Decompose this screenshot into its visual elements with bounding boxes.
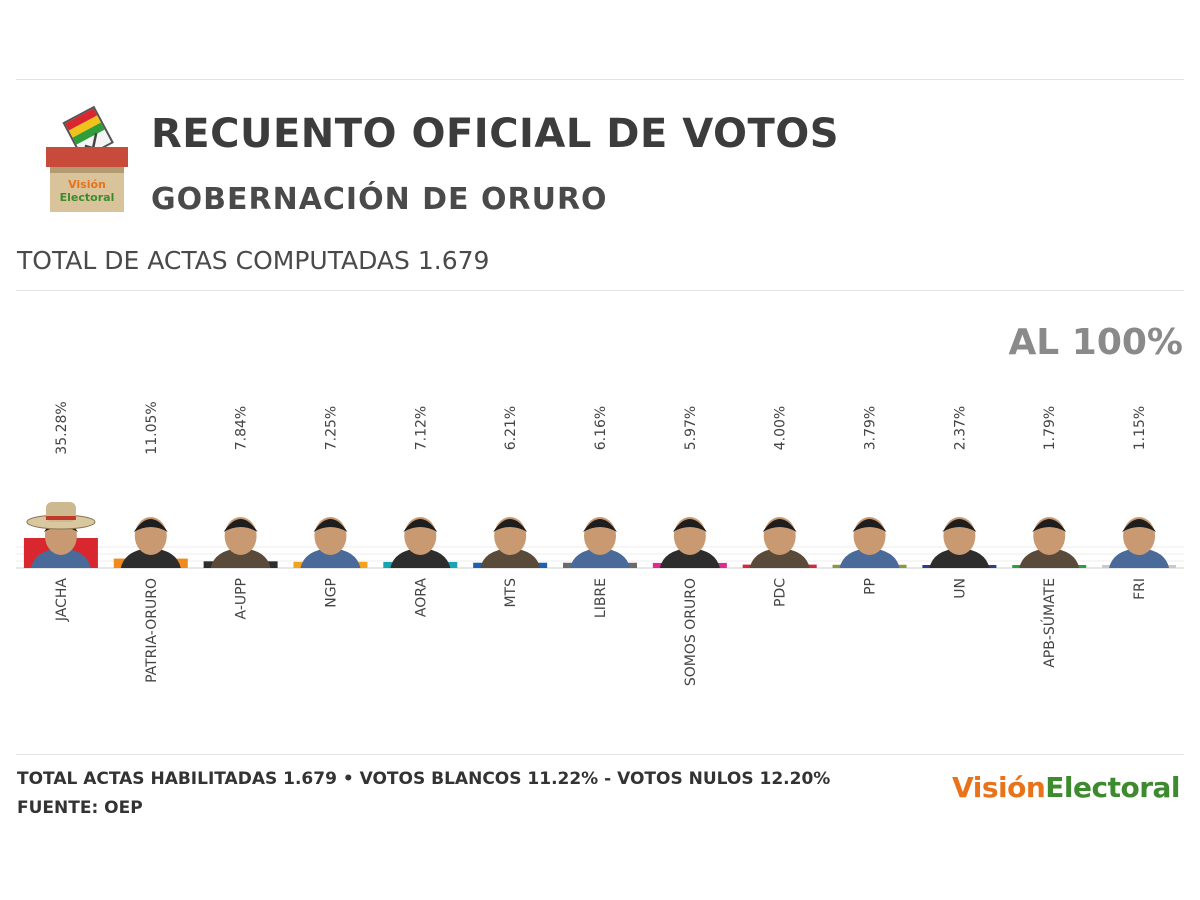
candidate-photo-icon bbox=[570, 517, 630, 568]
category-label-1: PATRIA-ORURO bbox=[144, 578, 160, 683]
value-label-12: 1.15% bbox=[1132, 406, 1148, 450]
category-label-3: NGP bbox=[323, 578, 339, 608]
category-label-8: PDC bbox=[773, 578, 789, 607]
value-label-5: 6.21% bbox=[503, 406, 519, 450]
candidate-photo-icon bbox=[120, 517, 181, 568]
category-label-4: AORA bbox=[413, 578, 429, 618]
category-label-7: SOMOS ORURO bbox=[683, 578, 699, 686]
footer-source: FUENTE: OEP bbox=[17, 798, 143, 818]
footer-totals: TOTAL ACTAS HABILITADAS 1.679 • VOTOS BL… bbox=[17, 769, 831, 789]
value-label-0: 35.28% bbox=[54, 401, 70, 454]
brand-text-1: Visión bbox=[952, 771, 1046, 804]
logo-text-2: Electoral bbox=[60, 191, 115, 204]
logo-text-1: Visión bbox=[68, 178, 106, 191]
brand-logo: VisiónElectoral bbox=[952, 771, 1180, 804]
candidate-photo-icon bbox=[390, 517, 451, 568]
category-label-6: LIBRE bbox=[593, 578, 609, 618]
value-label-11: 1.79% bbox=[1042, 406, 1058, 450]
category-label-11: APB-SÚMATE bbox=[1040, 578, 1058, 668]
page-title: RECUENTO OFICIAL DE VOTOS bbox=[151, 111, 840, 157]
actas-computadas-text: TOTAL DE ACTAS COMPUTADAS 1.679 bbox=[17, 246, 490, 275]
value-label-2: 7.84% bbox=[234, 406, 250, 450]
category-label-0: JACHA bbox=[54, 578, 70, 623]
value-label-8: 4.00% bbox=[773, 406, 789, 450]
page-subtitle: GOBERNACIÓN DE ORURO bbox=[151, 182, 608, 217]
ballot-box-logo-icon: Visión Electoral bbox=[46, 105, 128, 212]
candidate-photo-icon bbox=[480, 517, 541, 568]
header-divider bbox=[16, 290, 1184, 291]
candidate-photo-icon bbox=[1109, 517, 1170, 568]
results-bar-chart: 35.28% JACHA 11.05% PATRIA-ORURO 7.84% A-UPP 7… bbox=[16, 401, 1184, 686]
category-label-2: A-UPP bbox=[234, 578, 250, 619]
category-label-9: PP bbox=[863, 578, 879, 595]
candidate-photo-icon bbox=[839, 517, 900, 568]
value-label-10: 2.37% bbox=[952, 406, 968, 450]
value-label-4: 7.12% bbox=[413, 406, 429, 450]
candidate-photo-icon bbox=[749, 517, 810, 568]
candidate-photo-icon bbox=[659, 517, 720, 568]
candidate-photo-icon bbox=[210, 517, 271, 568]
candidate-photo-icon bbox=[26, 502, 96, 568]
candidate-photo-icon bbox=[1019, 517, 1080, 568]
top-divider bbox=[16, 79, 1184, 80]
value-label-6: 6.16% bbox=[593, 406, 609, 450]
brand-text-2: Electoral bbox=[1045, 771, 1180, 804]
progress-label: AL 100% bbox=[1008, 322, 1183, 363]
candidate-photo-icon bbox=[929, 517, 990, 568]
footer-divider bbox=[16, 754, 1184, 755]
category-label-5: MTS bbox=[503, 578, 519, 608]
candidate-photo-icon bbox=[300, 517, 361, 568]
ballot-card-icon bbox=[62, 105, 114, 160]
category-label-12: FRI bbox=[1132, 578, 1148, 600]
category-label-10: UN bbox=[952, 578, 968, 599]
value-label-3: 7.25% bbox=[323, 406, 339, 450]
value-label-1: 11.05% bbox=[144, 401, 160, 454]
value-label-7: 5.97% bbox=[683, 406, 699, 450]
value-label-9: 3.79% bbox=[863, 406, 879, 450]
